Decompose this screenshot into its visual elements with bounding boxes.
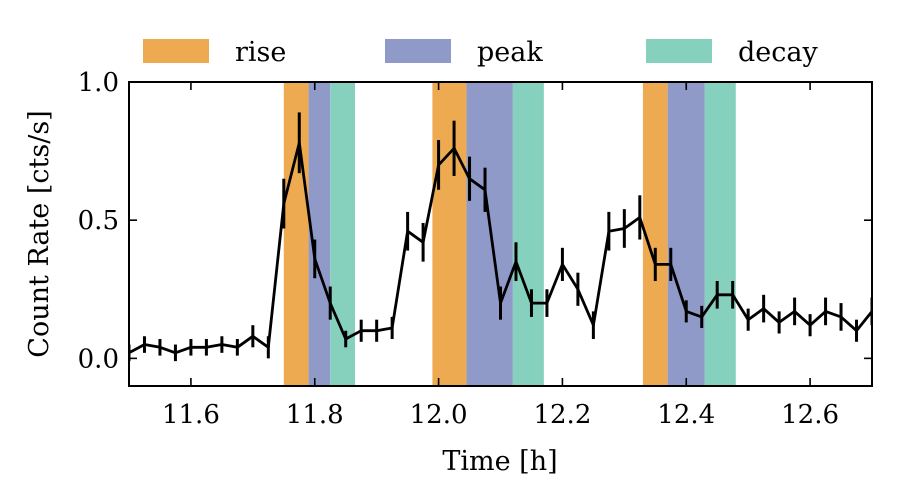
plot-frame (128, 81, 873, 387)
band-decay-2 (330, 82, 355, 386)
x-axis: 11.6 11.8 12.0 12.2 12.4 12.6 (162, 82, 839, 430)
legend-label-peak: peak (477, 37, 543, 68)
legend-swatch-peak (385, 39, 451, 63)
y-axis: 0.0 0.5 1.0 (78, 68, 872, 374)
x-tick-label: 12.4 (657, 400, 715, 430)
band-decay-5 (512, 82, 544, 386)
band-rise-0 (283, 82, 309, 386)
x-tick-label: 12.2 (533, 400, 591, 430)
legend-swatch-rise (143, 39, 209, 63)
band-decay-8 (704, 82, 736, 386)
series-line (129, 141, 872, 355)
legend-swatch-decay (646, 39, 712, 63)
band-rise-3 (432, 82, 467, 386)
band-peak-1 (308, 82, 331, 386)
legend: rise peak decay (143, 37, 818, 68)
y-tick-label: 0.0 (78, 344, 119, 374)
phase-bands (283, 82, 736, 386)
x-tick-label: 11.8 (286, 400, 344, 430)
y-axis-label: Count Rate [cts/s] (24, 110, 55, 357)
legend-label-rise: rise (235, 37, 286, 68)
y-tick-label: 1.0 (78, 68, 119, 98)
x-tick-label: 11.6 (162, 400, 220, 430)
x-tick-label: 12.0 (410, 400, 468, 430)
legend-label-decay: decay (738, 37, 818, 68)
band-rise-6 (642, 82, 668, 386)
series-lines (129, 141, 872, 355)
x-tick-label: 12.6 (781, 400, 839, 430)
x-axis-label: Time [h] (442, 446, 557, 477)
band-peak-7 (667, 82, 705, 386)
y-tick-label: 0.5 (78, 206, 119, 236)
